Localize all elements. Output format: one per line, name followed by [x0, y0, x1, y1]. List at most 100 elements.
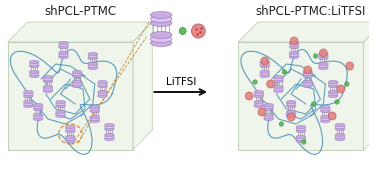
Ellipse shape — [90, 115, 100, 118]
Ellipse shape — [43, 75, 53, 78]
Ellipse shape — [72, 75, 82, 78]
Ellipse shape — [260, 65, 270, 68]
Ellipse shape — [303, 72, 313, 76]
Ellipse shape — [56, 112, 65, 116]
Ellipse shape — [23, 95, 33, 98]
Ellipse shape — [303, 82, 313, 85]
Ellipse shape — [90, 107, 100, 111]
Ellipse shape — [274, 87, 283, 91]
Text: shPCL-PTMC:LiTFSI: shPCL-PTMC:LiTFSI — [256, 5, 366, 18]
Ellipse shape — [150, 40, 172, 47]
Ellipse shape — [328, 80, 338, 84]
Ellipse shape — [296, 135, 306, 138]
Ellipse shape — [56, 105, 65, 108]
Ellipse shape — [33, 108, 43, 111]
Ellipse shape — [264, 113, 274, 116]
Ellipse shape — [328, 112, 336, 120]
Ellipse shape — [321, 117, 330, 121]
Ellipse shape — [267, 80, 274, 88]
Ellipse shape — [274, 90, 283, 93]
Ellipse shape — [286, 110, 296, 113]
Ellipse shape — [65, 130, 75, 133]
Ellipse shape — [260, 70, 270, 73]
Ellipse shape — [313, 54, 318, 58]
Ellipse shape — [296, 128, 306, 131]
Ellipse shape — [328, 90, 338, 93]
Ellipse shape — [286, 100, 296, 103]
Ellipse shape — [286, 114, 296, 118]
Ellipse shape — [289, 44, 299, 47]
Ellipse shape — [90, 117, 100, 121]
Ellipse shape — [328, 92, 338, 95]
Ellipse shape — [345, 82, 349, 86]
Polygon shape — [133, 22, 152, 150]
Ellipse shape — [43, 85, 53, 88]
Ellipse shape — [286, 102, 296, 106]
Ellipse shape — [90, 120, 100, 123]
Ellipse shape — [72, 72, 82, 76]
Ellipse shape — [88, 52, 98, 55]
Ellipse shape — [289, 41, 299, 45]
Ellipse shape — [303, 84, 313, 88]
Polygon shape — [239, 42, 364, 150]
Ellipse shape — [296, 139, 306, 143]
Ellipse shape — [335, 125, 345, 129]
Ellipse shape — [274, 77, 283, 81]
Ellipse shape — [319, 62, 328, 65]
Ellipse shape — [98, 92, 107, 95]
Ellipse shape — [337, 85, 345, 93]
Ellipse shape — [264, 108, 274, 111]
Ellipse shape — [98, 83, 107, 86]
Ellipse shape — [254, 100, 264, 103]
Ellipse shape — [43, 87, 53, 91]
Polygon shape — [8, 42, 133, 150]
Ellipse shape — [192, 24, 205, 38]
Ellipse shape — [59, 44, 68, 47]
Ellipse shape — [254, 105, 264, 108]
Ellipse shape — [29, 70, 39, 73]
Ellipse shape — [23, 102, 33, 105]
Ellipse shape — [274, 75, 283, 78]
Ellipse shape — [289, 46, 299, 49]
Ellipse shape — [302, 140, 306, 144]
Ellipse shape — [346, 62, 354, 70]
Ellipse shape — [65, 128, 75, 131]
Ellipse shape — [88, 62, 98, 65]
Ellipse shape — [33, 103, 43, 107]
Ellipse shape — [319, 49, 327, 57]
Ellipse shape — [289, 51, 299, 54]
Ellipse shape — [105, 125, 114, 129]
Ellipse shape — [260, 61, 270, 63]
Ellipse shape — [319, 52, 328, 55]
Ellipse shape — [59, 51, 68, 54]
Ellipse shape — [56, 110, 65, 113]
Ellipse shape — [286, 105, 296, 108]
Ellipse shape — [43, 90, 53, 93]
Ellipse shape — [321, 110, 330, 113]
Ellipse shape — [150, 20, 172, 26]
Ellipse shape — [264, 103, 274, 107]
Ellipse shape — [98, 90, 107, 93]
Ellipse shape — [290, 37, 298, 45]
Ellipse shape — [335, 100, 339, 104]
Ellipse shape — [264, 118, 274, 121]
Ellipse shape — [321, 107, 330, 111]
Ellipse shape — [319, 57, 328, 60]
Ellipse shape — [253, 80, 257, 84]
Ellipse shape — [335, 135, 345, 139]
Ellipse shape — [23, 100, 33, 103]
Ellipse shape — [88, 54, 98, 58]
Ellipse shape — [33, 115, 43, 118]
Ellipse shape — [289, 56, 299, 59]
Ellipse shape — [296, 137, 306, 140]
Ellipse shape — [150, 31, 172, 38]
Ellipse shape — [98, 95, 107, 98]
Ellipse shape — [335, 133, 345, 136]
Ellipse shape — [335, 137, 345, 141]
Ellipse shape — [72, 84, 82, 88]
Ellipse shape — [254, 95, 264, 98]
Ellipse shape — [90, 110, 100, 113]
Ellipse shape — [59, 46, 68, 49]
Ellipse shape — [328, 85, 338, 88]
Ellipse shape — [303, 75, 313, 78]
